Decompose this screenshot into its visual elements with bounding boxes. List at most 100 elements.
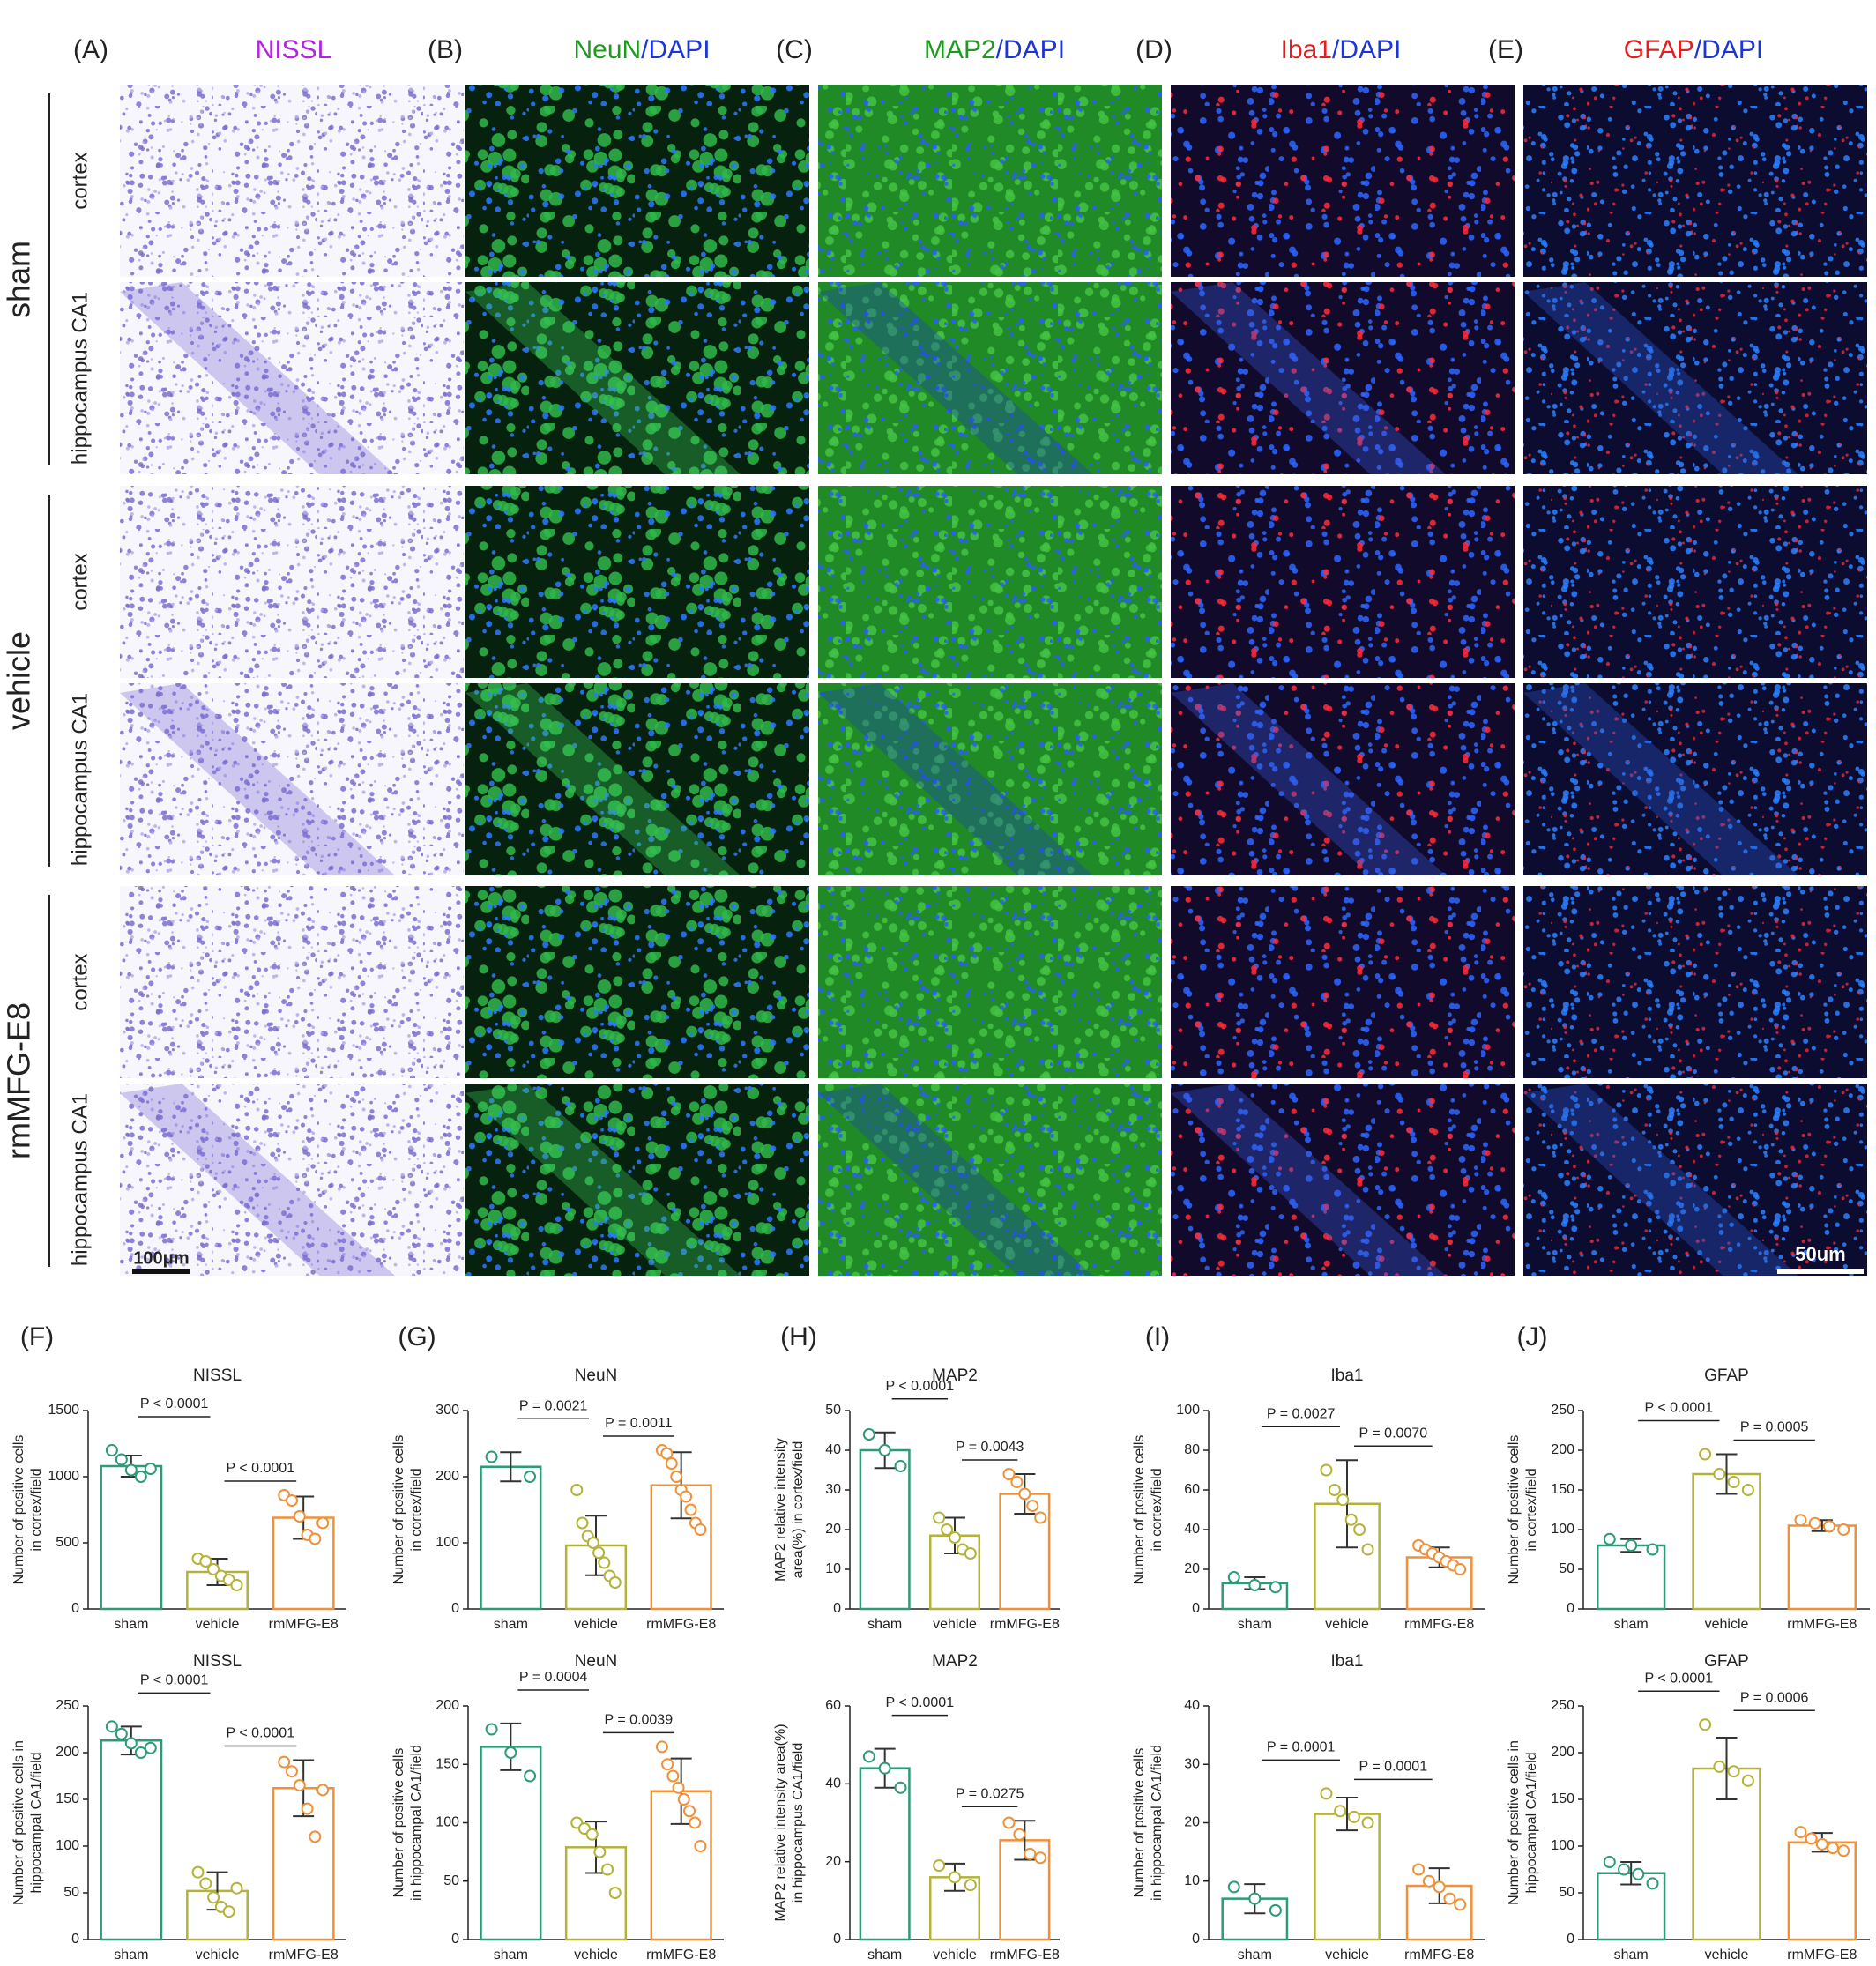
chart-title: GFAP [1704, 1367, 1749, 1385]
bar [1314, 1813, 1381, 1941]
x-tick-label: vehicle [574, 1617, 618, 1632]
y-axis-label: Number of positive cells [1132, 1435, 1147, 1585]
y-tick-label: 0 [451, 1601, 459, 1616]
y-tick-label: 100 [436, 1815, 459, 1830]
p-value: P = 0.0006 [1740, 1690, 1809, 1705]
data-point [1026, 1500, 1039, 1512]
data-point [485, 1450, 498, 1463]
data-point [684, 1503, 697, 1516]
data-point [1808, 1516, 1821, 1530]
cell-layer [818, 683, 1093, 875]
data-point [1837, 1523, 1850, 1536]
data-point [1646, 1543, 1659, 1556]
y-tick-label: 0 [1192, 1601, 1200, 1616]
micrograph [120, 683, 464, 875]
p-value: P < 0.0001 [227, 1461, 295, 1476]
y-tick-label: 100 [1551, 1522, 1574, 1537]
data-point [1699, 1718, 1712, 1731]
panel-label: (I) [1145, 1322, 1170, 1352]
micrograph [1523, 85, 1867, 277]
data-point [670, 1471, 683, 1483]
header-part: MAP2 [924, 35, 996, 64]
data-point [1741, 1484, 1754, 1496]
y-tick-label: 150 [1551, 1791, 1574, 1806]
group-label: sham [1, 241, 37, 318]
panel-label: (J) [1517, 1322, 1548, 1352]
data-point [105, 1720, 118, 1733]
p-value: P < 0.0001 [886, 1379, 955, 1394]
data-point [301, 1802, 314, 1815]
p-value: P = 0.0070 [1359, 1426, 1428, 1441]
data-point [941, 1523, 954, 1536]
data-point [1248, 1892, 1262, 1905]
row-label: hippocampus CA1 [68, 1093, 92, 1266]
micrograph [1171, 886, 1515, 1078]
data-point [1822, 1520, 1835, 1533]
y-axis-label: Number of positive cells [1132, 1748, 1147, 1898]
cell-layer [120, 683, 395, 875]
data-point [144, 1463, 157, 1475]
data-point [1625, 1539, 1638, 1552]
p-value: P < 0.0001 [140, 1396, 209, 1411]
data-point [1815, 1837, 1828, 1851]
y-axis-label: Number of positive cells in [11, 1740, 26, 1905]
p-value: P = 0.0275 [956, 1787, 1024, 1802]
x-tick-label: vehicle [1325, 1617, 1369, 1632]
x-tick-label: rmMFG-E8 [1404, 1617, 1474, 1632]
data-point [1336, 1493, 1350, 1507]
data-point [1603, 1532, 1616, 1545]
data-point [285, 1494, 298, 1507]
data-point [1320, 1787, 1333, 1800]
data-point [1320, 1463, 1333, 1477]
panel-label: (B) [428, 35, 463, 64]
data-point [1827, 1842, 1840, 1855]
data-point [309, 1830, 322, 1843]
data-point [1646, 1877, 1659, 1890]
p-value: P = 0.0001 [1267, 1740, 1336, 1755]
micrograph [1171, 1084, 1515, 1276]
micrograph [120, 886, 464, 1078]
micrograph [120, 1084, 464, 1276]
cell-layer [1171, 683, 1446, 875]
cell-layer [120, 282, 395, 474]
chart-title: Iba1 [1331, 1652, 1364, 1671]
panel-label: (D) [1135, 35, 1172, 64]
y-tick-label: 40 [1184, 1522, 1200, 1537]
micrograph [818, 486, 1162, 678]
data-point [1713, 1760, 1726, 1773]
data-point [1727, 1476, 1740, 1488]
micrograph [818, 1084, 1162, 1276]
column-header: GFAP/DAPI [1624, 35, 1763, 64]
data-point [682, 1805, 696, 1818]
y-tick-label: 0 [833, 1601, 841, 1616]
x-tick-label: rmMFG-E8 [646, 1947, 716, 1962]
data-point [666, 1769, 680, 1783]
chart-title: NeuN [575, 1367, 618, 1385]
data-point [592, 1546, 606, 1560]
data-point [586, 1537, 599, 1549]
micrograph [1523, 1084, 1867, 1276]
y-tick-label: 30 [1184, 1756, 1200, 1771]
x-tick-label: sham [494, 1617, 528, 1632]
bar [100, 1464, 163, 1611]
chart-title: GFAP [1704, 1652, 1749, 1671]
micrograph [1171, 683, 1515, 875]
data-point [576, 1516, 589, 1530]
micrograph [818, 683, 1162, 875]
chart-title: MAP2 [932, 1367, 978, 1385]
data-point [207, 1891, 220, 1904]
y-tick-label: 10 [1184, 1873, 1200, 1888]
micrograph [465, 1084, 809, 1276]
y-axis-label: area(%) in cortex/field [791, 1441, 806, 1579]
micrograph [1171, 486, 1515, 678]
y-axis-label: in hippocampal CA1/field [1150, 1745, 1165, 1901]
p-value: P = 0.0043 [956, 1440, 1024, 1455]
y-tick-label: 0 [1567, 1932, 1574, 1947]
header-part: /DAPI [1694, 35, 1763, 64]
y-tick-label: 20 [1184, 1815, 1200, 1830]
p-value: P = 0.0005 [1740, 1420, 1809, 1435]
data-point [199, 1555, 212, 1568]
data-point [1741, 1774, 1754, 1787]
data-point [230, 1579, 243, 1591]
